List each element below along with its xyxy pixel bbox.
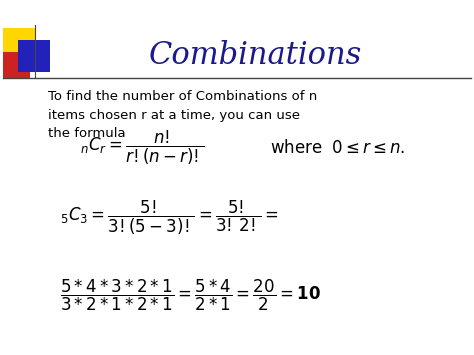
Text: Combinations: Combinations	[148, 39, 362, 71]
Text: $_{5}C_{3} = \dfrac{5!}{3!(5-3)!} = \dfrac{5!}{3!\,2!} = $: $_{5}C_{3} = \dfrac{5!}{3!(5-3)!} = \dfr…	[60, 199, 279, 237]
Bar	[18, 40, 50, 72]
Bar	[3, 52, 30, 79]
Text: $\dfrac{5*4*3*2*1}{3*2*1*2*1} = \dfrac{5*4}{2*1} = \dfrac{20}{2} = \mathbf{10}$: $\dfrac{5*4*3*2*1}{3*2*1*2*1} = \dfrac{5…	[60, 277, 321, 313]
Bar	[3, 28, 35, 60]
Text: $_{n}C_{r} = \dfrac{n!}{r!(n-r)!}$: $_{n}C_{r} = \dfrac{n!}{r!(n-r)!}$	[80, 129, 205, 167]
Text: where $\;0 \leq r \leq n.$: where $\;0 \leq r \leq n.$	[270, 139, 405, 157]
Text: To find the number of Combinations of n
items chosen r at a time, you can use
th: To find the number of Combinations of n …	[48, 90, 317, 140]
